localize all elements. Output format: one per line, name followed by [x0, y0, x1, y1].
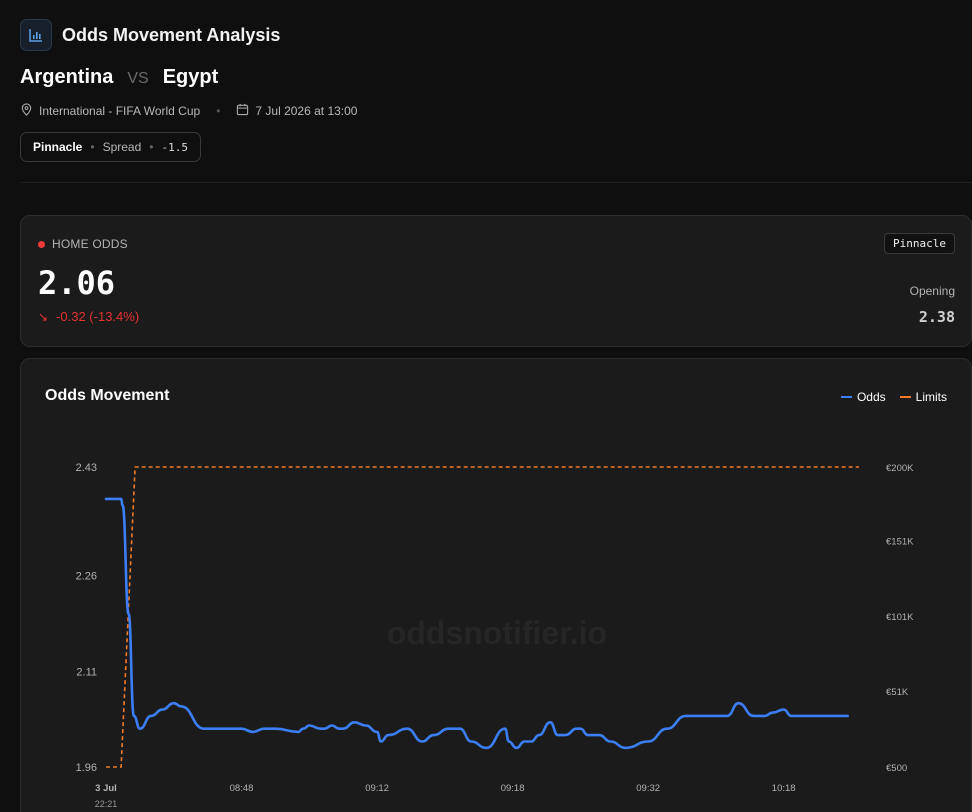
location-pin-icon [20, 103, 39, 119]
calendar-icon [236, 103, 255, 119]
x-tick-sublabel: 22:21 [95, 799, 118, 809]
current-odds-value: 2.06 [38, 264, 116, 302]
y-left-tick-label: 2.11 [76, 666, 97, 678]
y-right-tick-label: €51K [886, 687, 909, 698]
match-meta: International - FIFA World Cup • 7 Jul 2… [20, 103, 357, 119]
market-bookmaker: Pinnacle [33, 140, 83, 154]
legend-label-odds: Odds [856, 390, 886, 404]
y-right-tick-label: €500 [886, 763, 907, 774]
x-tick-label: 09:12 [365, 783, 389, 794]
vs-label: VS [127, 70, 149, 87]
home-odds-card: HOME ODDS 2.06 ↘ -0.32 (-13.4%) Pinnacle… [20, 215, 972, 347]
chart-legend: Odds Limits [827, 390, 947, 404]
market-pill[interactable]: Pinnacle • Spread • -1.5 [20, 132, 201, 162]
limits-series-line [106, 466, 859, 768]
x-tick-label: 09:18 [501, 783, 525, 794]
y-right-tick-label: €151K [886, 537, 914, 548]
app-header: Odds Movement Analysis [20, 19, 280, 51]
legend-label-limits: Limits [915, 390, 947, 404]
odds-change-text: -0.32 (-13.4%) [56, 309, 140, 324]
legend-item-limits[interactable]: Limits [899, 390, 947, 404]
market-type: Spread [102, 140, 142, 154]
chart-title: Odds Movement [45, 387, 170, 404]
odds-movement-card: oddsnotifier.io 2.43 2.26 2.11 1.96 €200K €151… [20, 358, 972, 812]
meta-separator: • [216, 104, 221, 118]
trend-down-icon: ↘ [38, 309, 49, 324]
kickoff-time: 7 Jul 2026 at 13:00 [255, 104, 358, 118]
x-tick-label: 10:18 [772, 783, 796, 794]
opening-value: 2.38 [918, 308, 955, 326]
odds-chart[interactable]: oddsnotifier.io 2.43 2.26 2.11 1.96 €200K €151… [21, 359, 972, 812]
legend-swatch-limits [899, 396, 911, 398]
odds-change: ↘ -0.32 (-13.4%) [38, 309, 139, 324]
opening-label: Opening [909, 284, 955, 298]
bar-chart-icon [20, 19, 52, 51]
legend-item-odds[interactable]: Odds [840, 390, 886, 404]
y-right-tick-label: €200K [886, 463, 914, 474]
market-line: -1.5 [161, 140, 188, 154]
bookmaker-tag: Pinnacle [884, 233, 955, 254]
y-left-tick-label: 2.43 [76, 462, 97, 474]
x-tick-label: 3 Jul [95, 783, 117, 794]
odds-label-text: HOME ODDS [52, 237, 128, 251]
x-tick-label: 09:32 [636, 783, 660, 794]
page-title: Odds Movement Analysis [62, 24, 281, 45]
status-dot [38, 240, 45, 248]
y-left-tick-label: 1.96 [76, 762, 97, 774]
header-divider [20, 182, 972, 183]
legend-swatch-odds [840, 396, 852, 398]
y-right-tick-label: €101K [886, 612, 914, 623]
odds-series-line [104, 497, 849, 750]
away-team: Egypt [162, 66, 219, 88]
x-tick-label: 08:48 [230, 783, 254, 794]
home-team: Argentina [20, 66, 114, 88]
odds-label: HOME ODDS [38, 237, 128, 251]
y-left-tick-label: 2.26 [76, 571, 97, 583]
competition-name: International - FIFA World Cup [39, 104, 201, 118]
match-header: Argentina VS Egypt [20, 66, 218, 89]
watermark-text: oddsnotifier.io [387, 615, 607, 651]
